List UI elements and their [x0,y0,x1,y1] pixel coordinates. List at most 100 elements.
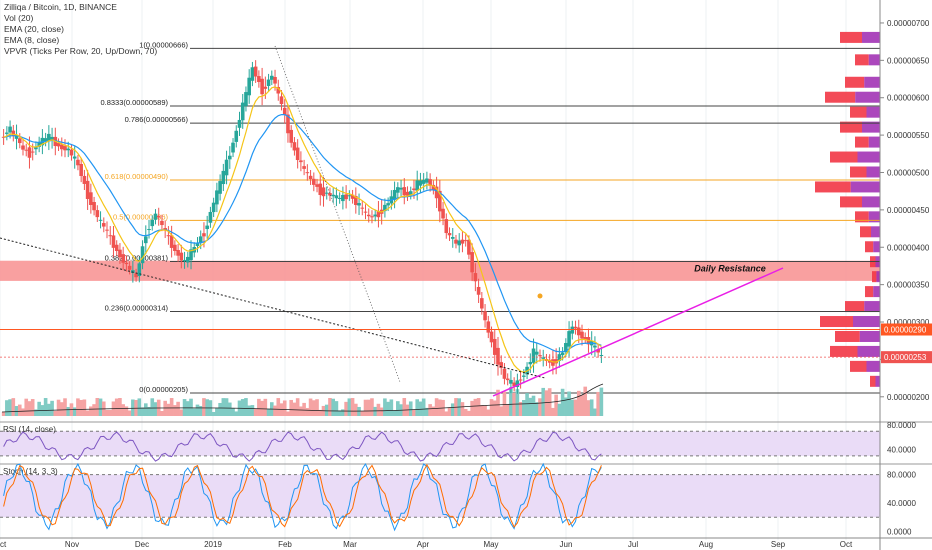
candle-body [8,126,12,133]
volume-bar [189,398,193,416]
descending-trendline [0,237,546,379]
volume-bar [211,411,216,416]
time-tick-label: May [483,540,498,549]
volume-profile [815,31,880,387]
volume-bar [218,402,222,416]
stoch-tick-label: 0.0000 [887,527,912,536]
candle-body [366,214,371,217]
vpvr-down-bar [850,106,867,118]
candle-body [140,246,145,264]
vpvr-up-bar [871,226,880,238]
vpvr-up-bar [864,301,880,313]
vpvr-up-bar [868,54,880,66]
candle-body [580,331,584,339]
volume-bar [373,406,378,416]
candle-body [131,270,135,273]
volume-bar [282,400,287,416]
vpvr-up-bar [862,121,880,133]
resistance-zone-rect [0,260,880,281]
candle-body [292,142,297,151]
volume-bar [173,405,177,416]
candle-body [425,178,429,183]
volume-bar [1,412,6,416]
fib-label: 0.236(0.00000314) [105,304,169,313]
candle-body [208,211,213,223]
candle-body [257,76,261,83]
volume-ma-line [1,383,604,413]
volume-bar [276,398,281,416]
ema20-line [3,114,602,353]
volume-bar [444,411,449,416]
candle-body [499,362,504,368]
volume-bar [528,397,533,416]
volume-bar [425,407,429,416]
candle-body [150,219,155,227]
volume-bar [302,402,306,416]
volume-bar [544,390,549,416]
candle-body [121,254,125,263]
volume-bar [221,398,226,416]
rsi-tick-label: 40.0000 [887,446,916,455]
vpvr-down-bar [840,31,862,43]
candle-body [89,192,93,206]
volume-bar [389,399,394,416]
candle-body [147,229,151,231]
volume-bar [350,398,355,416]
candle-body [266,79,271,86]
vpvr-up-bar [876,271,880,283]
candle-body [82,175,87,184]
candle-body [457,240,462,246]
fib-label: 0.786(0.00000566) [125,115,189,124]
vpvr-up-bar [875,375,880,387]
candle-body [486,321,491,333]
candle-body [105,229,109,231]
volume-bar [50,400,54,416]
candle-body [124,262,129,265]
volume-bar [76,398,80,416]
volume-bar [11,398,16,416]
volume-bar [386,401,390,416]
volume-bar [257,398,261,416]
candle-body [127,265,132,270]
chart-legend: Zilliqa / Bitcoin, 1D, BINANCE Vol (20) … [4,2,157,57]
candle-body [312,178,316,185]
volume-bar [557,403,562,416]
volume-bar [328,398,332,416]
time-axis: Oct Nov Dec 2019 Feb Mar Apr May Jun Jul Aug Sep Oct [0,537,932,549]
volume-bar [434,398,439,416]
candle-body [270,75,274,80]
candle-body [85,180,90,199]
vpvr-down-bar [815,181,851,193]
volume-bar [195,404,200,416]
candle-body [11,130,16,136]
volume-bar [347,398,352,416]
volume-bar [17,404,22,416]
volume-bar [176,401,180,416]
candle-body [276,86,281,94]
legend-vpvr: VPVR (Ticks Per Row, 20, Up/Down, 70) [4,46,158,56]
time-tick-label: Aug [699,540,713,549]
candle-body [231,142,235,153]
volume-bar [244,398,248,416]
vpvr-down-bar [845,301,865,313]
stoch-title: Stoch (14, 3, 3) [3,467,58,476]
volume-bar [37,401,41,416]
signal-dot [537,293,543,299]
vpvr-up-bar [855,91,880,103]
vpvr-down-bar [865,286,874,298]
volume-bar [383,398,387,416]
volume-bar [202,398,206,416]
volume-bar [118,398,122,416]
candle-body [218,181,222,194]
price-tick-label: 0.00000650 [887,56,930,65]
candle-body [160,220,164,226]
candle-body [260,78,264,95]
vpvr-up-bar [873,286,880,298]
candle-body [428,179,432,186]
vpvr-down-bar [850,360,867,372]
time-tick-label: Mar [343,540,357,549]
ema8-line [3,86,602,373]
volume-bar [360,411,365,416]
time-tick-label: Nov [65,540,79,549]
